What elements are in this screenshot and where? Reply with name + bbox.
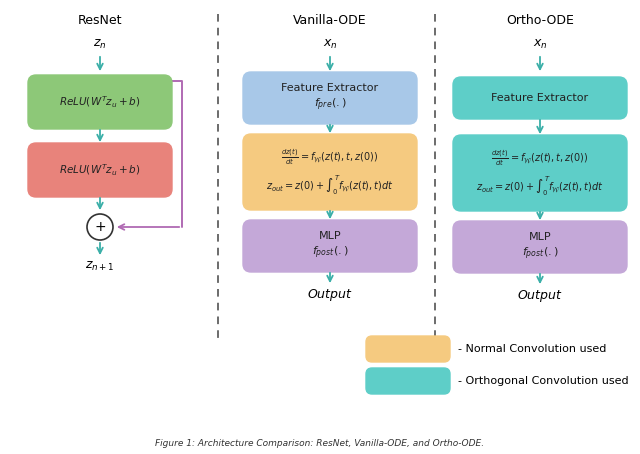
Text: $x_n$: $x_n$	[532, 37, 547, 50]
Text: Feature Extractor
$f_{pre}(.)$: Feature Extractor $f_{pre}(.)$	[282, 83, 379, 114]
FancyBboxPatch shape	[366, 368, 450, 394]
Text: - Orthogonal Convolution used: - Orthogonal Convolution used	[458, 376, 628, 386]
Text: $x_n$: $x_n$	[323, 37, 337, 50]
Text: +: +	[94, 220, 106, 234]
FancyBboxPatch shape	[366, 336, 450, 362]
Text: Feature Extractor: Feature Extractor	[492, 93, 589, 103]
Text: ResNet: ResNet	[77, 14, 122, 27]
FancyBboxPatch shape	[453, 135, 627, 211]
Text: Ortho-ODE: Ortho-ODE	[506, 14, 574, 27]
Text: $ReLU(W^Tz_u + b)$: $ReLU(W^Tz_u + b)$	[60, 94, 141, 110]
Text: Figure 1: Architecture Comparison: ResNet, Vanilla-ODE, and Ortho-ODE.: Figure 1: Architecture Comparison: ResNe…	[156, 439, 484, 448]
FancyBboxPatch shape	[28, 75, 172, 129]
Text: MLP
$f_{post}(.)$: MLP $f_{post}(.)$	[522, 232, 558, 262]
Text: MLP
$f_{post}(.)$: MLP $f_{post}(.)$	[312, 231, 348, 262]
Circle shape	[87, 214, 113, 240]
FancyBboxPatch shape	[28, 143, 172, 197]
FancyBboxPatch shape	[243, 72, 417, 124]
FancyBboxPatch shape	[453, 77, 627, 119]
FancyBboxPatch shape	[243, 220, 417, 272]
Text: $\frac{dz(t)}{dt} = f_{\mathcal{W}}(z(t),t,z(0))$
$z_{out} = z(0) + \int_0^T f_{: $\frac{dz(t)}{dt} = f_{\mathcal{W}}(z(t)…	[476, 148, 604, 198]
Text: $Output$: $Output$	[307, 287, 353, 303]
Text: - Normal Convolution used: - Normal Convolution used	[458, 344, 606, 354]
Text: $z_n$: $z_n$	[93, 37, 107, 50]
Text: Vanilla-ODE: Vanilla-ODE	[293, 14, 367, 27]
FancyBboxPatch shape	[243, 134, 417, 210]
Text: $Output$: $Output$	[517, 288, 563, 304]
Text: $z_{n+1}$: $z_{n+1}$	[85, 259, 115, 272]
FancyBboxPatch shape	[453, 221, 627, 273]
Text: $\frac{dz(t)}{dt} = f_{\mathcal{W}}(z(t),t,z(0))$
$z_{out} = z(0) + \int_0^T f_{: $\frac{dz(t)}{dt} = f_{\mathcal{W}}(z(t)…	[266, 147, 394, 197]
Text: $ReLU(W^Tz_u + b)$: $ReLU(W^Tz_u + b)$	[60, 162, 141, 178]
